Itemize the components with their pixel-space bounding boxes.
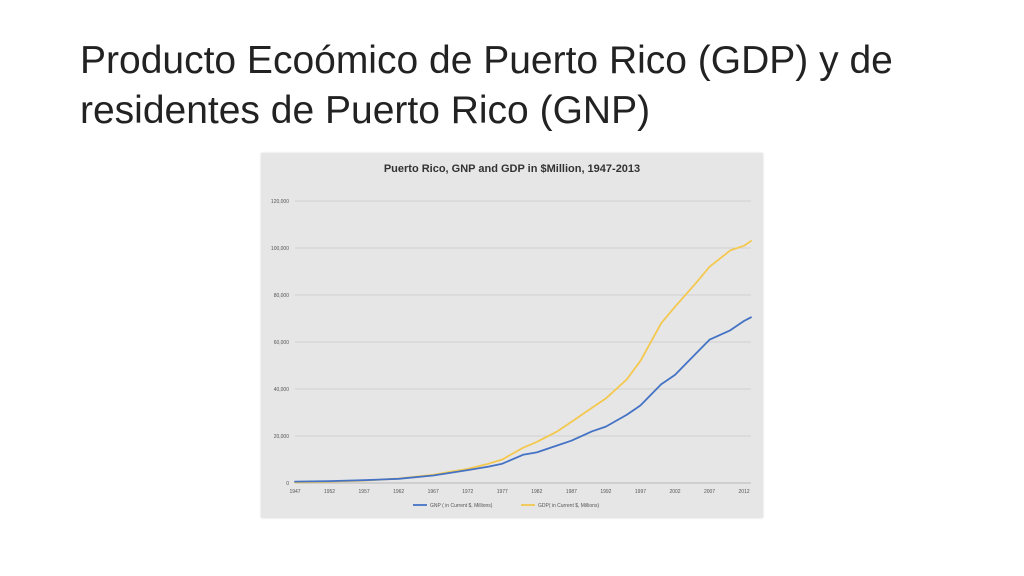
y-axis-tick-labels: 0 20,000 40,000 60,000 80,000 100,000 120,000 [271, 199, 289, 487]
x-tick-label: 1967 [428, 489, 439, 495]
x-axis-tick-labels: 1947 1952 1957 1962 1967 1972 1977 1982 1987 1992… [289, 489, 749, 495]
x-tick-label: 2012 [739, 489, 750, 495]
x-tick-label: 1987 [566, 489, 577, 495]
slide-title-line2: residentes de Puerto Rico (GNP) [80, 89, 651, 132]
x-tick-label: 2002 [669, 489, 680, 495]
y-tick-label: 20,000 [274, 434, 290, 440]
y-tick-label: 80,000 [274, 293, 290, 299]
chart-title: Puerto Rico, GNP and GDP in $Million, 19… [384, 163, 640, 175]
series-line-gdp [294, 240, 752, 484]
series-lines [294, 240, 752, 484]
y-tick-label: 0 [286, 481, 289, 487]
line-chart: Puerto Rico, GNP and GDP in $Million, 19… [271, 163, 752, 509]
x-tick-label: 1957 [359, 489, 370, 495]
legend-label: GNP ( in Current $, Millions) [430, 503, 493, 509]
x-tick-label: 1962 [393, 489, 404, 495]
chart-image: Puerto Rico, GNP and GDP in $Million, 19… [261, 153, 763, 518]
y-tick-label: 100,000 [271, 246, 289, 252]
slide-title: Producto Ecoómico de Puerto Rico (GDP) y… [80, 36, 980, 136]
x-tick-label: 1952 [324, 489, 335, 495]
series-line-gnp [294, 316, 752, 483]
x-tick-label: 1982 [531, 489, 542, 495]
legend-label: GDP( in Current $, Millions) [538, 503, 599, 509]
x-tick-label: 1947 [289, 489, 300, 495]
x-tick-label: 1977 [497, 489, 508, 495]
y-tick-label: 40,000 [274, 387, 290, 393]
x-tick-label: 1997 [635, 489, 646, 495]
legend: GNP ( in Current $, Millions) GDP( in Cur… [413, 503, 599, 509]
x-tick-label: 1972 [462, 489, 473, 495]
slide-title-line1: Producto Ecoómico de Puerto Rico (GDP) y… [80, 39, 893, 82]
y-tick-label: 60,000 [274, 340, 290, 346]
gridlines [295, 200, 751, 484]
x-tick-label: 1992 [600, 489, 611, 495]
y-tick-label: 120,000 [271, 199, 289, 205]
x-tick-label: 2007 [704, 489, 715, 495]
